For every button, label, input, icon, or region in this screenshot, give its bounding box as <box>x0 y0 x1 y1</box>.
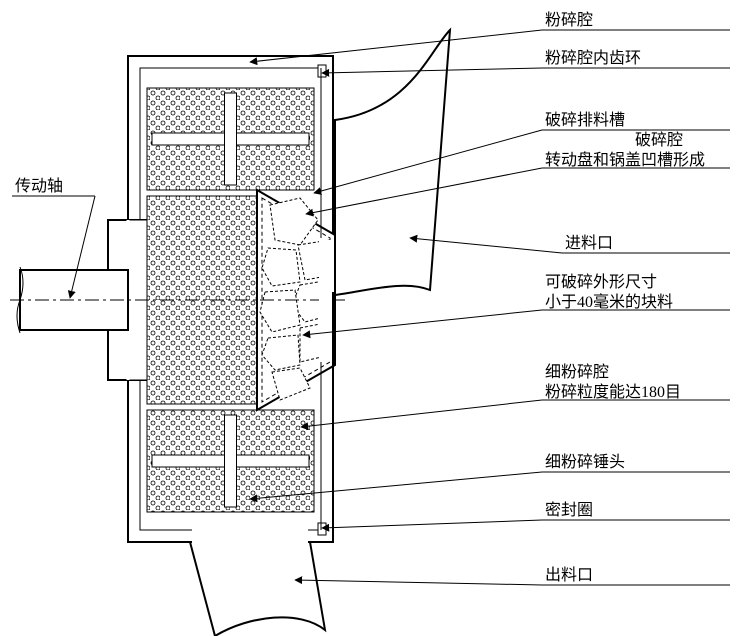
svg-text:破碎腔: 破碎腔 <box>635 131 683 149</box>
diagram-canvas: 粉碎腔粉碎腔内齿环破碎排料槽破碎腔转动盘和锅盖凹槽形成进料口可破碎外形尺寸小于4… <box>0 0 750 636</box>
svg-text:细粉碎锤头: 细粉碎锤头 <box>545 453 625 471</box>
svg-text:细粉碎腔: 细粉碎腔 <box>545 363 609 381</box>
svg-text:进料口: 进料口 <box>565 234 613 252</box>
svg-text:传动轴: 传动轴 <box>15 177 63 195</box>
svg-text:出料口: 出料口 <box>545 566 593 584</box>
svg-text:转动盘和锅盖凹槽形成: 转动盘和锅盖凹槽形成 <box>545 150 705 169</box>
svg-text:粉碎腔内齿环: 粉碎腔内齿环 <box>545 49 641 67</box>
svg-text:破碎排料槽: 破碎排料槽 <box>545 111 625 129</box>
svg-text:密封圈: 密封圈 <box>545 501 593 519</box>
svg-text:粉碎粒度能达180目: 粉碎粒度能达180目 <box>545 383 681 401</box>
svg-text:粉碎腔: 粉碎腔 <box>545 11 593 29</box>
svg-text:小于40毫米的块料: 小于40毫米的块料 <box>545 292 673 311</box>
svg-text:可破碎外形尺寸: 可破碎外形尺寸 <box>545 273 657 291</box>
cross-section <box>10 30 450 636</box>
